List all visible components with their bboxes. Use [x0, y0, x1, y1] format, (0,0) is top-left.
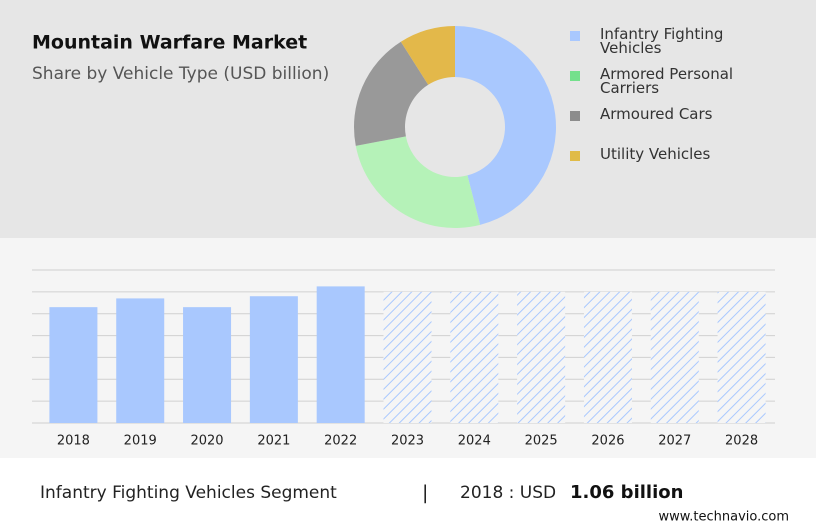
donut-segment	[355, 136, 481, 228]
legend-label: Infantry Fighting Vehicles	[600, 25, 724, 57]
chart-subtitle: Share by Vehicle Type (USD billion)	[32, 64, 329, 84]
legend-swatch	[570, 31, 580, 41]
footer-year: 2018 : USD	[460, 483, 556, 503]
x-tick-label: 2022	[324, 434, 357, 449]
donut-segment	[455, 26, 556, 225]
donut-segment	[400, 26, 455, 85]
legend-label: Utility Vehicles	[600, 145, 711, 163]
legend-label: Armored Personal Carriers	[600, 65, 734, 97]
x-tick-label: 2025	[525, 434, 558, 449]
legend-swatch	[570, 111, 580, 121]
bar	[650, 291, 699, 423]
x-tick-label: 2019	[124, 434, 157, 449]
bar	[517, 291, 566, 423]
bar	[49, 307, 98, 423]
footer-separator: |	[422, 482, 428, 504]
bar	[383, 291, 432, 423]
bar	[583, 291, 632, 423]
legend-swatch	[570, 151, 580, 161]
x-tick-label: 2028	[725, 434, 758, 449]
x-tick-label: 2018	[57, 434, 90, 449]
bar	[316, 286, 365, 423]
footer-segment: Infantry Fighting Vehicles Segment	[40, 483, 337, 503]
bar	[717, 291, 766, 423]
legend-label: Armoured Cars	[600, 105, 713, 123]
x-tick-label: 2023	[391, 434, 424, 449]
chart-title: Mountain Warfare Market	[32, 32, 307, 54]
footer-value: 1.06 billion	[570, 482, 683, 503]
bar	[116, 298, 165, 423]
legend-swatch	[570, 71, 580, 81]
source: www.technavio.com	[659, 510, 789, 525]
bar	[249, 296, 298, 423]
x-tick-label: 2027	[658, 434, 691, 449]
x-tick-label: 2020	[190, 434, 223, 449]
x-tick-label: 2021	[257, 434, 290, 449]
x-tick-label: 2026	[591, 434, 624, 449]
bar	[450, 291, 499, 423]
bar	[183, 307, 232, 423]
x-tick-label: 2024	[458, 434, 491, 449]
donut-segment	[354, 41, 429, 146]
